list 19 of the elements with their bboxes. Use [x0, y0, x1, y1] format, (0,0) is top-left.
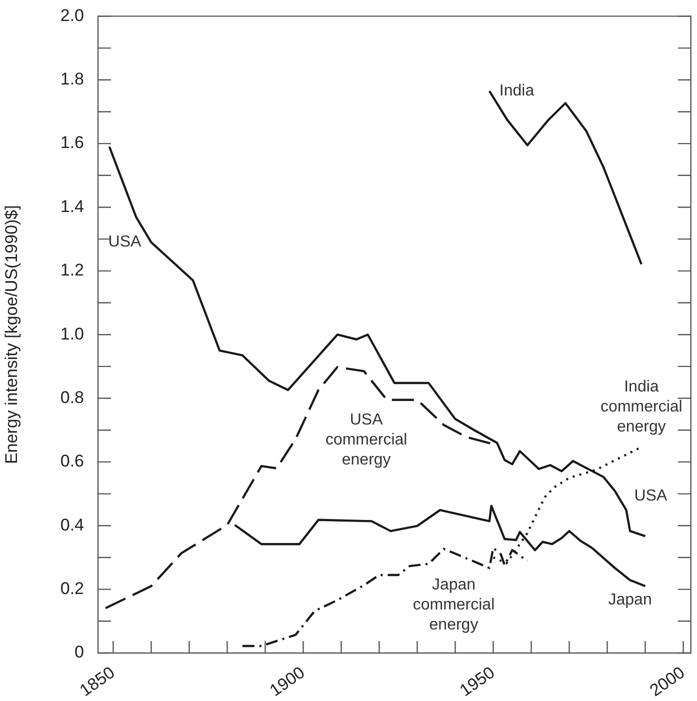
series-label: Japan commercial energy — [412, 576, 495, 634]
y-tick-label: 2.0 — [60, 6, 84, 25]
y-tick-label: 0.2 — [60, 579, 84, 598]
series-label: Japan — [608, 591, 652, 608]
y-tick-label: 1.4 — [60, 196, 84, 216]
series-label: USA commercial energy — [325, 411, 408, 468]
y-tick-label: 0.4 — [60, 515, 84, 534]
y-tick-label: 1.8 — [60, 70, 84, 89]
y-tick-label: 1.2 — [60, 260, 84, 280]
annotation: USA — [634, 487, 668, 504]
y-axis-title: Energy intensity [kgoe/US(1990)$] — [2, 205, 21, 464]
y-tick-label: 1.0 — [60, 324, 84, 344]
series-label: India commercial energy — [600, 378, 682, 436]
y-tick-label: 0.8 — [60, 388, 84, 407]
y-tick-label: 1.6 — [60, 133, 84, 152]
y-tick-label: 0 — [74, 642, 84, 662]
y-tick-label: 0.6 — [60, 452, 84, 471]
series-label: USA — [108, 234, 142, 251]
series-label: India — [499, 82, 534, 100]
